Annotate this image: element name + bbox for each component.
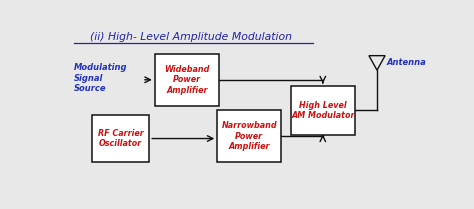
Text: Wideband
Power
Amplifier: Wideband Power Amplifier <box>164 65 210 95</box>
Text: Narrowband
Power
Amplifier: Narrowband Power Amplifier <box>221 121 277 151</box>
Bar <box>155 54 219 106</box>
Text: High Level
AM Modulator: High Level AM Modulator <box>291 101 355 120</box>
Text: Modulating
Signal
Source: Modulating Signal Source <box>74 63 128 93</box>
Bar <box>291 86 355 135</box>
Bar <box>92 115 149 162</box>
Text: RF Carrier
Oscillator: RF Carrier Oscillator <box>98 129 144 148</box>
Bar <box>217 110 282 162</box>
Text: (ii) High- Level Amplitude Modulation: (ii) High- Level Amplitude Modulation <box>91 32 292 42</box>
Text: Antenna: Antenna <box>386 58 426 67</box>
